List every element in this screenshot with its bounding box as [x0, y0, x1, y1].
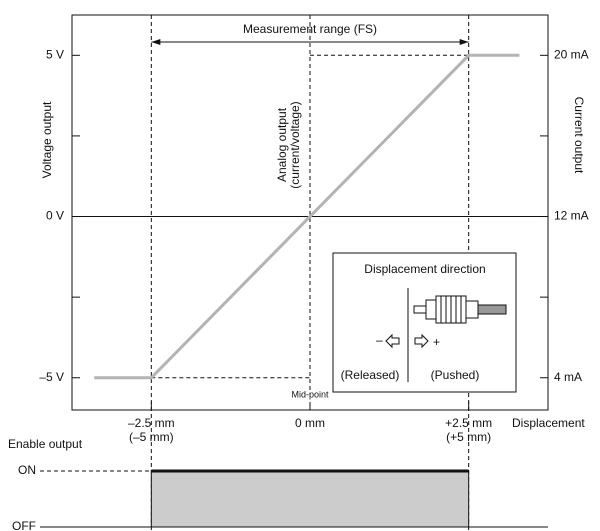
y-tick-label: 0 V: [46, 209, 64, 223]
released-label: (Released): [341, 368, 400, 382]
y-axis-label: Voltage output: [40, 101, 54, 178]
arrow-head: [459, 39, 469, 45]
y2-axis-label: Current output: [572, 97, 586, 174]
y2-tick-label: 4 mA: [554, 370, 582, 384]
minus-sign: –: [376, 333, 383, 347]
enable-label: Enable output: [8, 437, 83, 451]
y2-tick-label: 12 mA: [554, 209, 589, 223]
x-tick-label: +2.5 mm: [445, 416, 492, 430]
arrow-right: [414, 333, 429, 349]
x-tick-label: –2.5 mm: [128, 416, 175, 430]
midpoint-label: Mid-point: [291, 389, 329, 399]
y-tick-label: 5 V: [46, 47, 64, 61]
y2-tick-label: 20 mA: [554, 47, 589, 61]
x-axis-label: Displacement: [512, 416, 585, 430]
pushed-label: (Pushed): [431, 368, 480, 382]
x-tick-sublabel: (+5 mm): [446, 430, 491, 444]
y-tick-label: –5 V: [39, 370, 64, 384]
center-annotation: (current/voltage): [288, 101, 302, 188]
arrow-left: [385, 333, 400, 349]
plus-sign: +: [433, 335, 440, 349]
x-tick-sublabel: (–5 mm): [129, 430, 174, 444]
output-line: [94, 53, 520, 380]
inset-box: [332, 252, 517, 393]
off-label: OFF: [12, 519, 36, 531]
inset: Displacement direction – + (Released) (P…: [332, 252, 517, 393]
x-tick-label: 0 mm: [295, 416, 325, 430]
sensor-icon: [413, 295, 507, 324]
inset-title: Displacement direction: [364, 262, 485, 276]
center-annotation: Analog output: [275, 107, 289, 182]
arrow-head: [151, 39, 161, 45]
enable-region: [150, 470, 470, 528]
on-label: ON: [18, 463, 36, 477]
